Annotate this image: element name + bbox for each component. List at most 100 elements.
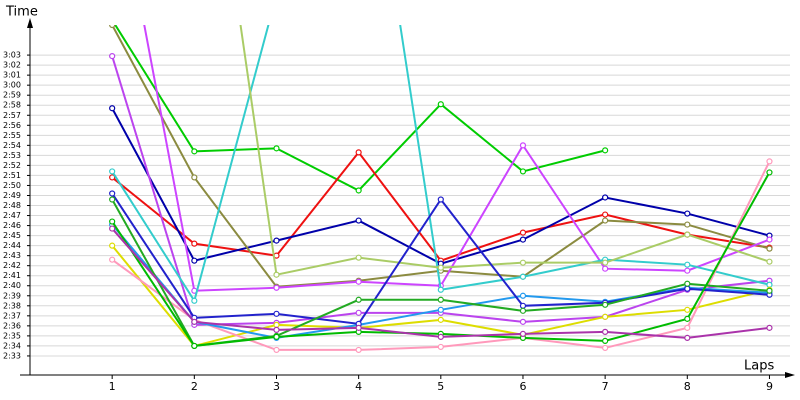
point [109,52,116,60]
point [191,240,198,247]
point [109,25,116,29]
y-tick-label: 3:00 [3,81,21,90]
y-tick-label: 2:49 [3,191,21,200]
point [273,284,280,291]
point [519,292,527,299]
y-tick-label: 2:52 [3,161,21,170]
point [602,259,609,266]
point [437,286,444,293]
y-tick-label: 2:48 [3,201,21,210]
point [684,261,691,268]
y-tick-label: 2:59 [3,91,21,100]
point [684,231,691,238]
point [355,217,362,224]
y-axis-label: Time [5,5,38,20]
point [684,267,691,274]
point [273,271,280,278]
x-tick-label: 8 [684,380,691,393]
point [519,168,527,175]
point [355,324,362,331]
point [602,265,609,272]
y-tick-label: 2:37 [3,311,21,320]
y-tick-label: 2:51 [3,171,21,180]
point [437,306,444,313]
y-tick-label: 2:45 [3,231,21,240]
point [437,343,444,351]
point [684,324,691,331]
point [766,236,773,243]
point [766,169,773,176]
point [684,306,691,313]
point [519,236,527,243]
x-tick-label: 6 [519,380,526,393]
point [109,174,116,181]
y-tick-label: 2:46 [3,221,21,230]
point [191,148,198,155]
point [437,264,444,271]
point [684,210,691,217]
point [684,315,691,322]
y-tick-label: 2:50 [3,181,21,190]
point [355,346,362,354]
y-tick-label: 2:57 [3,111,21,120]
point [602,211,609,218]
point [602,217,609,224]
point [684,334,691,341]
point [273,310,280,317]
point [273,333,280,340]
point [602,328,609,335]
point [684,285,691,292]
series-line [111,25,770,288]
point [191,174,198,181]
point [273,145,280,152]
x-tick-label: 5 [437,380,444,393]
point [109,225,116,232]
point [191,318,198,325]
point [519,273,527,280]
x-tick-label: 7 [602,380,609,393]
point [191,342,198,350]
point [766,245,773,252]
point [602,337,609,345]
point [273,321,280,328]
x-tick-label: 9 [766,380,773,393]
point [109,168,116,175]
grid [30,54,790,357]
y-tick-label: 3:02 [3,61,21,70]
point [355,309,362,316]
x-tick-label: 4 [355,380,362,393]
point [109,256,116,263]
x-tick-label: 3 [273,380,280,393]
point [602,194,609,201]
point [437,196,444,203]
point [355,149,362,156]
point [355,278,362,285]
y-tick-label: 2:54 [3,141,21,150]
y-tick-label: 2:40 [3,281,21,290]
point [684,280,691,287]
point [766,258,773,265]
point [437,101,444,108]
point [355,187,362,194]
y-tick-label: 2:41 [3,271,21,280]
y-tick-label: 3:03 [3,51,21,60]
point [602,147,609,154]
point [519,330,527,337]
point [109,105,116,112]
y-tick-label: 2:42 [3,261,21,270]
y-arrow [27,18,33,28]
point [602,313,609,320]
point [273,346,280,354]
y-tick-label: 2:35 [3,331,21,340]
point [437,316,444,323]
point [273,237,280,244]
point [519,259,527,266]
point [109,190,116,197]
y-tick-label: 2:36 [3,321,21,330]
point [355,296,362,303]
y-tick-label: 2:53 [3,151,21,160]
point [602,344,609,352]
point [602,301,609,308]
point [109,242,116,249]
